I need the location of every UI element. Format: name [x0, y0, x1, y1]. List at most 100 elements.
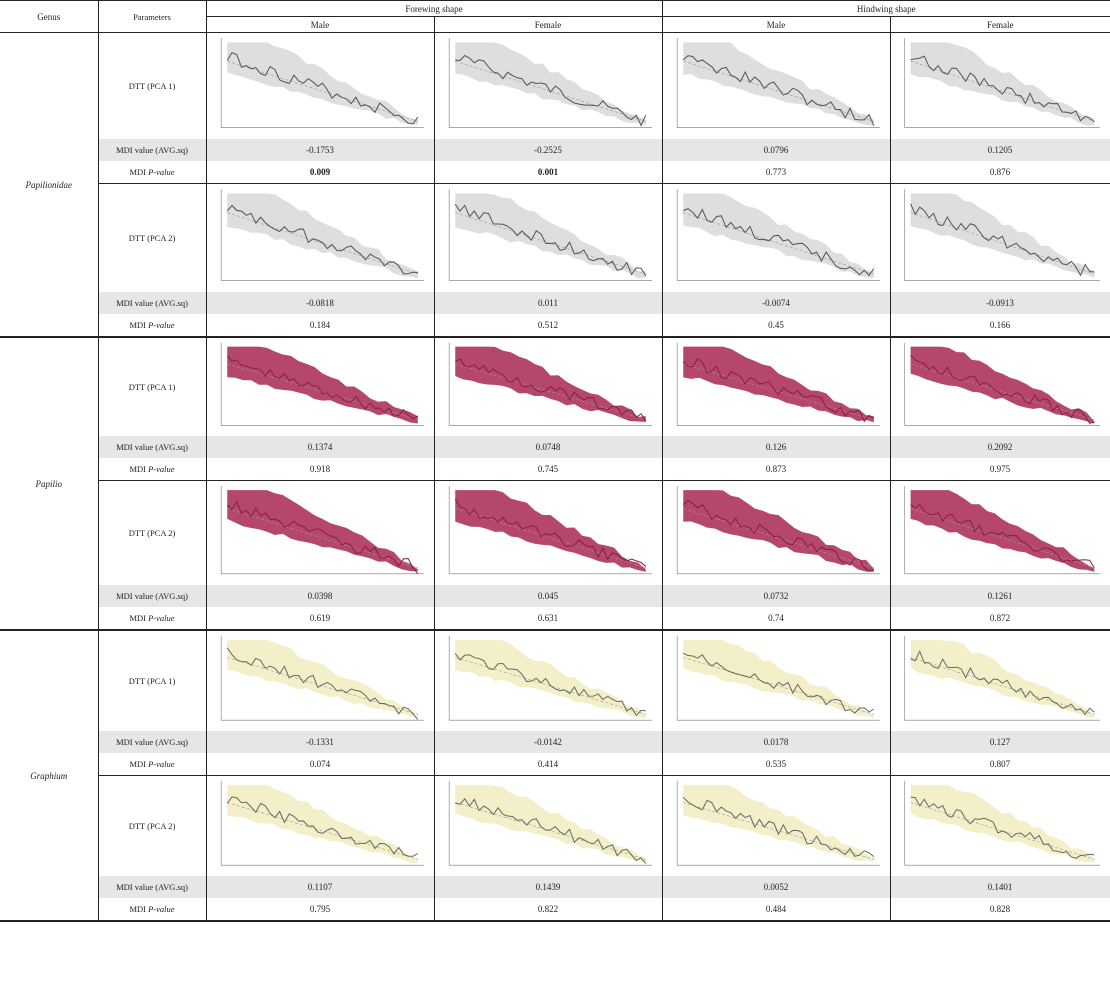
dtt-curve-plot [448, 486, 652, 575]
plot-axes [448, 780, 652, 866]
mdi-p-forewing-male: 0.074 [206, 753, 435, 776]
mdi-p-forewing-female: 0.822 [434, 898, 663, 922]
dtt-observed-line [682, 652, 874, 714]
plot-axes [448, 635, 652, 721]
dtt-envelope [682, 346, 874, 423]
mdi-value-forewing-female: 0.045 [434, 585, 663, 607]
dtt-plot-hindwing-male [662, 183, 891, 292]
dtt-curve-plot [676, 38, 880, 128]
dtt-median-line [226, 212, 418, 275]
mdi-p-hindwing-male: 0.74 [662, 607, 891, 631]
mdi-p-forewing-male: 0.619 [206, 607, 435, 631]
dtt-envelope [682, 490, 874, 572]
dtt-envelope [454, 193, 646, 279]
dtt-plot-forewing-female [434, 32, 663, 139]
genus-name: Papilio [0, 337, 99, 631]
dtt-observed-line [454, 358, 646, 422]
mdi-p-hindwing-female: 0.166 [890, 314, 1110, 338]
dtt-median-line [454, 363, 646, 420]
mdi-value-forewing-female: -0.0142 [434, 731, 663, 753]
mdi-value-label: MDI value (AVG.sq) [98, 292, 207, 314]
dtt-envelope [910, 42, 1094, 126]
mdi-p-hindwing-female: 0.975 [890, 458, 1110, 481]
mdi-p-italic: P-value [148, 613, 175, 623]
mdi-p-hindwing-male: 0.773 [662, 161, 891, 184]
dtt-observed-line [910, 796, 1094, 859]
dtt-median-line [910, 212, 1094, 275]
dtt-curve-plot [220, 189, 424, 281]
dtt-envelope [226, 346, 418, 424]
dtt-observed-line [226, 355, 418, 420]
dtt-plot-hindwing-female [890, 32, 1110, 139]
hindwing-female-header: Female [890, 16, 1110, 33]
mdi-value-label: MDI value (AVG.sq) [98, 139, 207, 161]
plot-axes [676, 780, 880, 866]
mdi-value-row: MDI value (AVG.sq) -0.0818 0.011 -0.0074 -0.… [0, 292, 1110, 314]
dtt-row: Papilio DTT (PCA 1) [0, 337, 1110, 631]
dtt-median-line [226, 802, 418, 860]
dtt-median-line [226, 508, 418, 568]
dtt-envelope [454, 784, 646, 864]
mdi-value-label: MDI value (AVG.sq) [98, 876, 207, 898]
dtt-envelope [454, 346, 646, 422]
dtt-plot-hindwing-female [890, 337, 1110, 436]
mdi-p-label: MDI P-value [98, 898, 207, 922]
mdi-value-hindwing-male: 0.0732 [662, 585, 891, 607]
dtt-curve-plot [448, 38, 652, 128]
mdi-p-forewing-male: 0.918 [206, 458, 435, 481]
mdi-value-row: MDI value (AVG.sq) 0.1374 0.0748 0.126 0.209… [0, 436, 1110, 458]
dtt-curve-plot [220, 635, 424, 721]
mdi-p-hindwing-male: 0.873 [662, 458, 891, 481]
mdi-p-hindwing-female: 0.872 [890, 607, 1110, 631]
dtt-observed-line [682, 55, 874, 126]
dtt-envelope [454, 490, 646, 572]
dtt-curve-plot [903, 342, 1100, 426]
plot-axes [676, 342, 880, 426]
plot-axes [448, 486, 652, 575]
plot-axes [448, 189, 652, 281]
dtt-median-line [910, 657, 1094, 715]
plot-axes [676, 189, 880, 281]
mdi-p-hindwing-male: 0.45 [662, 314, 891, 338]
mdi-p-prefix: MDI [129, 904, 149, 914]
mdi-p-row: MDI P-value 0.918 0.745 0.873 0.975 [0, 458, 1110, 481]
header-row-1: Genus Parameters Forewing shape Hindwing… [0, 0, 1110, 33]
mdi-p-italic: P-value [148, 464, 175, 474]
plot-axes [220, 38, 424, 128]
plot-axes [220, 486, 424, 575]
dtt-envelope [910, 490, 1094, 572]
plot-axes [220, 342, 424, 426]
dtt-plot-hindwing-female [890, 183, 1110, 292]
mdi-value-hindwing-male: -0.0074 [662, 292, 891, 314]
dtt-median-line [910, 363, 1094, 420]
dtt-observed-line [909, 650, 1095, 716]
dtt-envelope [682, 784, 874, 862]
mdi-value-forewing-female: -0.2525 [434, 139, 663, 161]
genus-header: Genus [0, 0, 99, 33]
mdi-value-hindwing-male: 0.0178 [662, 731, 891, 753]
dtt-curve-plot [448, 189, 652, 281]
mdi-value-label: MDI value (AVG.sq) [98, 436, 207, 458]
dtt-observed-line [909, 503, 1095, 569]
dtt-row: DTT (PCA 2) [0, 775, 1110, 876]
dtt-median-line [682, 212, 874, 275]
mdi-p-forewing-male: 0.184 [206, 314, 435, 338]
dtt-median-line [682, 363, 874, 420]
plot-axes [903, 189, 1100, 281]
mdi-p-prefix: MDI [129, 167, 149, 177]
forewing-male-header: Male [206, 16, 435, 33]
mdi-value-forewing-female: 0.1439 [434, 876, 663, 898]
dtt-plot-forewing-female [434, 183, 663, 292]
dtt-observed-line [682, 358, 874, 423]
mdi-p-row: MDI P-value 0.009 0.001 0.773 0.876 [0, 161, 1110, 184]
mdi-p-prefix: MDI [129, 320, 149, 330]
dtt-median-line [910, 60, 1094, 122]
forewing-female-header: Female [434, 16, 663, 33]
mdi-value-label: MDI value (AVG.sq) [98, 585, 207, 607]
mdi-value-hindwing-male: 0.0052 [662, 876, 891, 898]
dtt-curve-plot [676, 342, 880, 426]
dtt-observed-line [682, 499, 874, 572]
plot-axes [220, 780, 424, 866]
dtt-median-line [454, 60, 646, 122]
dtt-observed-line [226, 647, 418, 720]
